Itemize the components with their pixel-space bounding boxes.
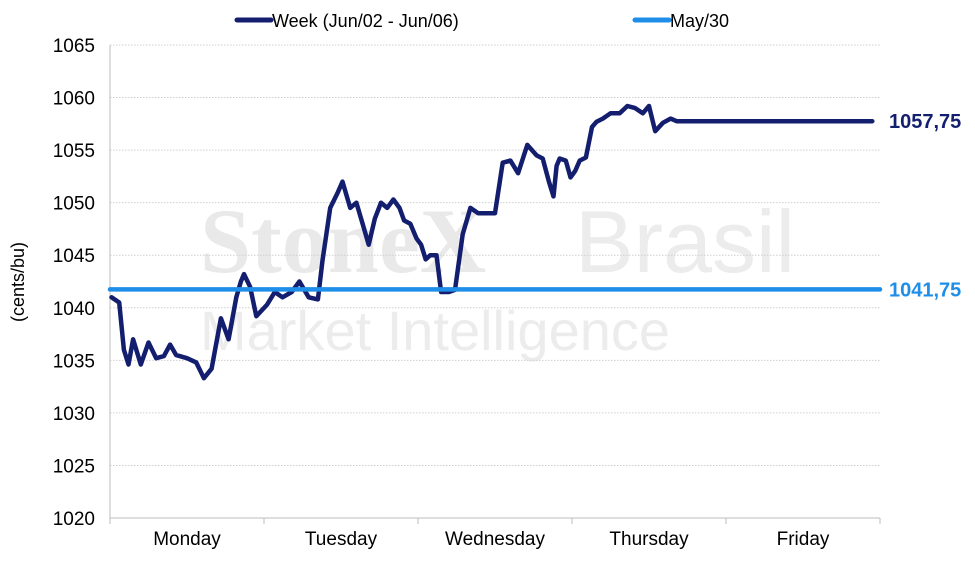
- x-tick-label: Thursday: [609, 529, 689, 550]
- y-axis-title: (cents/bu): [8, 242, 28, 322]
- series-lines: [107, 103, 883, 381]
- watermark-brand-suffix: Brasil: [575, 192, 795, 291]
- watermark: StoneX Brasil Market Intelligence: [200, 190, 795, 362]
- legend: Week (Jun/02 - Jun/06) May/30: [234, 11, 729, 31]
- series-line-0: [109, 103, 875, 381]
- y-tick-label: 1035: [53, 351, 95, 372]
- y-tick-label: 1025: [53, 456, 95, 477]
- y-tick-labels: 1020 1025 1030 1035 1040 1045 1050 1055 1060 1065: [53, 36, 95, 530]
- y-tick-label: 1045: [53, 246, 95, 267]
- x-tick-label: Tuesday: [305, 529, 378, 550]
- watermark-subtitle: Market Intelligence: [200, 299, 670, 362]
- y-tick-label: 1055: [53, 141, 95, 162]
- y-tick-label: 1030: [53, 404, 95, 425]
- legend-label-0: Week (Jun/02 - Jun/06): [272, 11, 459, 31]
- x-tick-label: Monday: [153, 529, 221, 550]
- y-tick-label: 1040: [53, 299, 95, 320]
- y-tick-label: 1065: [53, 36, 95, 57]
- y-tick-label: 1020: [53, 509, 95, 530]
- y-tick-label: 1050: [53, 194, 95, 215]
- end-label-0: 1057,75: [889, 111, 961, 133]
- end-label-1: 1041,75: [889, 279, 961, 301]
- x-tick-label: Friday: [777, 529, 830, 550]
- legend-label-1: May/30: [670, 11, 729, 31]
- end-labels: 1057,75 1041,75: [889, 111, 961, 301]
- x-tick-label: Wednesday: [445, 529, 545, 550]
- y-tick-label: 1060: [53, 89, 95, 110]
- x-axis: Monday Tuesday Wednesday Thursday Friday: [109, 45, 881, 550]
